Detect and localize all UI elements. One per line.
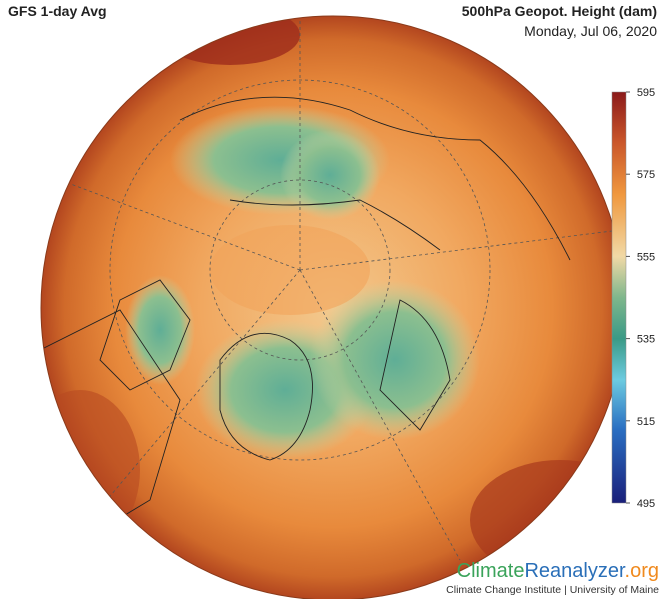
colorbar-label: 515 <box>637 416 655 428</box>
colorbar-label: 535 <box>637 334 655 346</box>
logo-part: Climate <box>457 560 525 582</box>
date: Monday, Jul 06, 2020 <box>524 23 657 39</box>
colorbar-label: 595 <box>637 87 655 99</box>
colorbar-label: 575 <box>637 169 655 181</box>
logo: ClimateReanalyzer.org <box>457 560 659 582</box>
title: GFS 1-day Avg <box>8 3 107 19</box>
credit: Climate Change Institute | University of… <box>446 584 659 596</box>
colorbar: 595 575 555 535 515 495 <box>611 87 655 510</box>
globe <box>40 15 626 601</box>
logo-part: Reanalyzer <box>524 560 626 582</box>
variable: 500hPa Geopot. Height (dam) <box>462 3 657 19</box>
colorbar-ramp <box>611 91 627 504</box>
colorbar-label: 555 <box>637 251 655 263</box>
colorbar-label: 495 <box>637 498 655 510</box>
logo-part: .org <box>625 560 659 582</box>
